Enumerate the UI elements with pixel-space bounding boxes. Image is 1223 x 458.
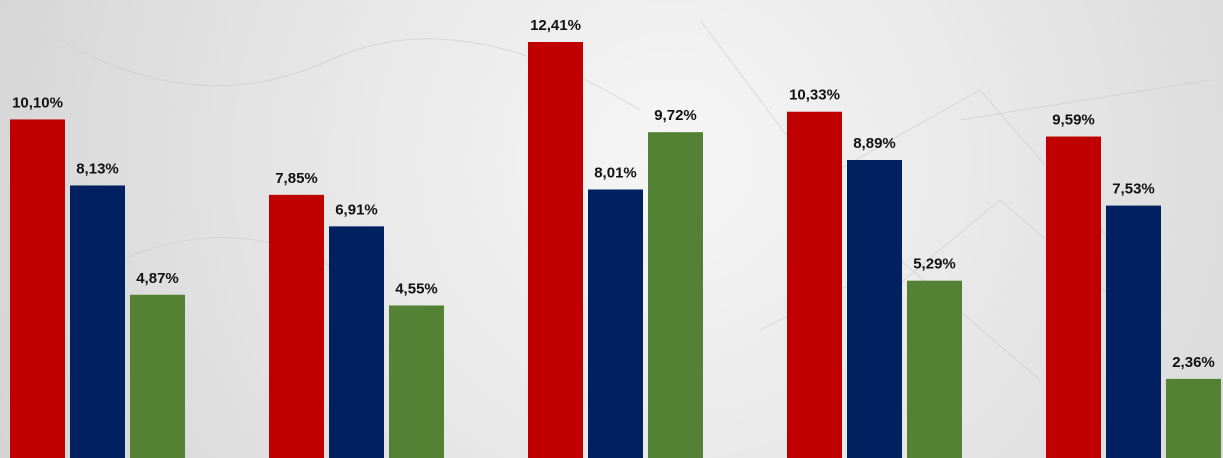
bar-s1-g3 <box>528 42 583 458</box>
data-label-s2-g5: 7,53% <box>1112 181 1155 198</box>
data-label-s2-g1: 8,13% <box>76 160 119 177</box>
data-label-s3-g3: 9,72% <box>654 107 697 124</box>
bar-s1-g5 <box>1046 137 1101 458</box>
data-label-s1-g3: 12,41% <box>530 17 581 34</box>
bar-s3-g2 <box>389 305 444 458</box>
bar-s3-g5 <box>1166 379 1221 458</box>
data-label-s1-g4: 10,33% <box>789 87 840 104</box>
bar-s2-g1 <box>70 185 125 458</box>
bar-s1-g4 <box>787 112 842 458</box>
bars-layer <box>10 42 1221 458</box>
data-label-s2-g3: 8,01% <box>594 164 637 181</box>
data-label-s3-g2: 4,55% <box>395 280 438 297</box>
data-label-s3-g5: 2,36% <box>1172 354 1215 371</box>
data-label-s2-g2: 6,91% <box>335 201 378 218</box>
bar-s2-g5 <box>1106 206 1161 458</box>
data-label-s3-g4: 5,29% <box>913 256 956 273</box>
data-label-s2-g4: 8,89% <box>853 135 896 152</box>
data-label-s3-g1: 4,87% <box>136 270 179 287</box>
data-label-s1-g5: 9,59% <box>1052 112 1095 129</box>
data-label-s1-g2: 7,85% <box>275 170 318 187</box>
bar-s1-g1 <box>10 119 65 458</box>
data-label-s1-g1: 10,10% <box>12 94 63 111</box>
bar-s3-g1 <box>130 295 185 458</box>
bar-s2-g2 <box>329 226 384 458</box>
bar-s1-g2 <box>269 195 324 458</box>
bar-s2-g4 <box>847 160 902 458</box>
bar-s3-g3 <box>648 132 703 458</box>
bar-s3-g4 <box>907 281 962 458</box>
bar-s2-g3 <box>588 189 643 458</box>
